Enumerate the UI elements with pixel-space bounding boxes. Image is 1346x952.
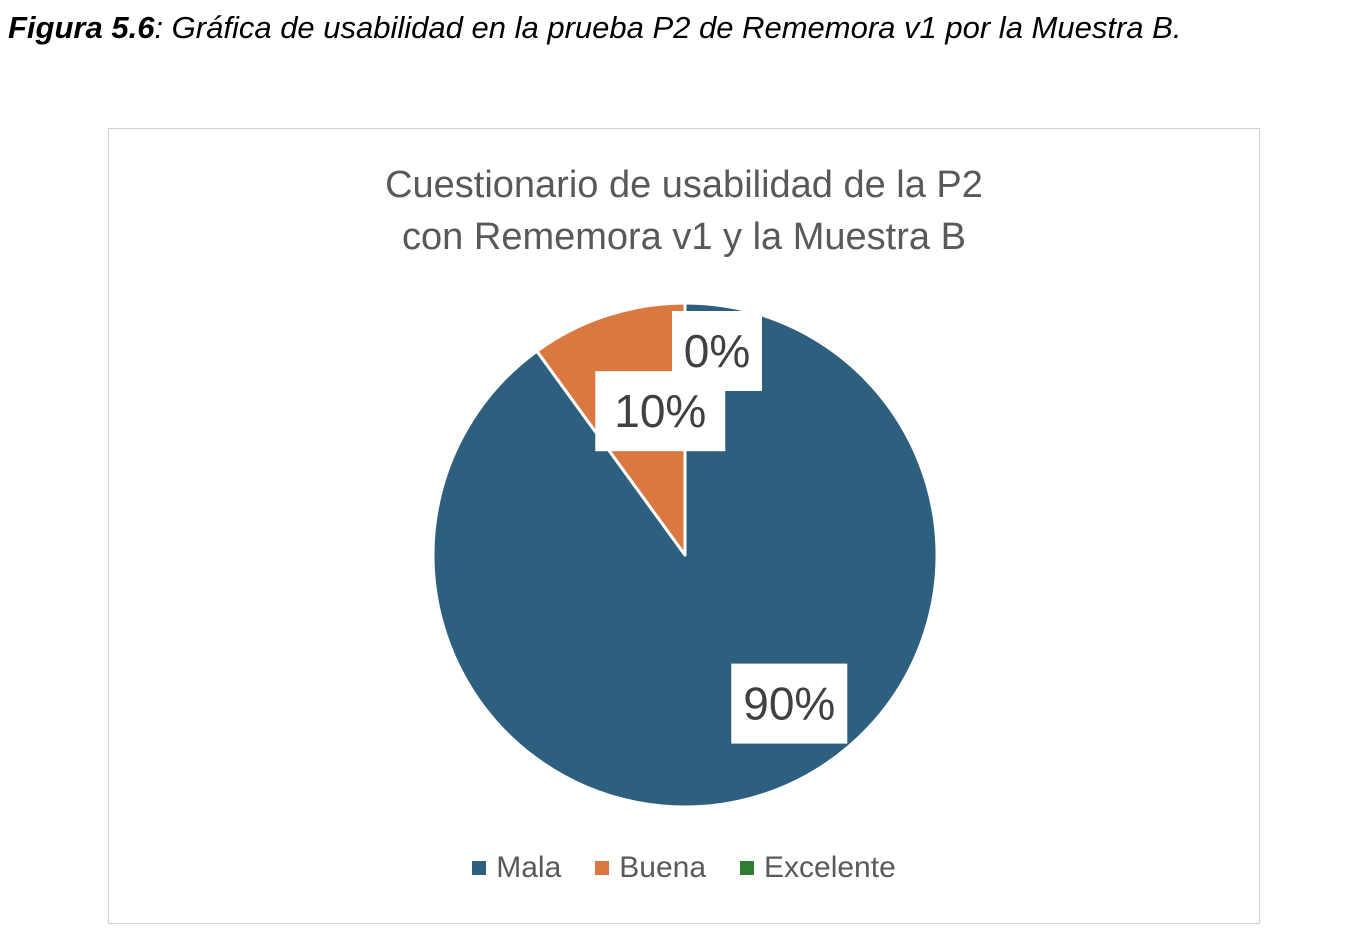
data-label-mala: 90% [731, 663, 848, 744]
legend-swatch-buena [595, 861, 610, 875]
data-label-text-excelente: 0% [684, 325, 750, 377]
legend-item-buena: Buena [595, 851, 706, 885]
legend-swatch-excelente [740, 861, 755, 875]
figure-caption-text: : Gráfica de usabilidad en la prueba P2 … [154, 10, 1182, 45]
legend-item-mala: Mala [472, 851, 561, 885]
chart-legend: Mala Buena Excelente [109, 851, 1259, 885]
legend-item-excelente: Excelente [740, 851, 896, 885]
chart-area: Cuestionario de usabilidad de la P2 con … [108, 128, 1260, 924]
pie-chart: 90% 10% 0% [431, 301, 939, 809]
chart-title: Cuestionario de usabilidad de la P2 con … [109, 159, 1259, 263]
data-label-box-mala [731, 663, 848, 744]
data-label-excelente: 0% [672, 311, 762, 391]
chart-title-line-2: con Rememora v1 y la Muestra B [402, 216, 966, 258]
figure-caption: Figura 5.6: Gráfica de usabilidad en la … [8, 6, 1338, 50]
chart-title-line-1: Cuestionario de usabilidad de la P2 [385, 164, 983, 206]
figure-caption-label: Figura 5.6 [8, 10, 155, 45]
data-label-box-excelente [672, 311, 762, 391]
legend-swatch-mala [472, 861, 487, 875]
legend-label-buena: Buena [619, 851, 707, 884]
data-label-text-mala: 90% [743, 678, 835, 730]
legend-label-excelente: Excelente [764, 851, 896, 884]
legend-label-mala: Mala [496, 851, 562, 884]
data-label-text-buena: 10% [614, 385, 706, 437]
